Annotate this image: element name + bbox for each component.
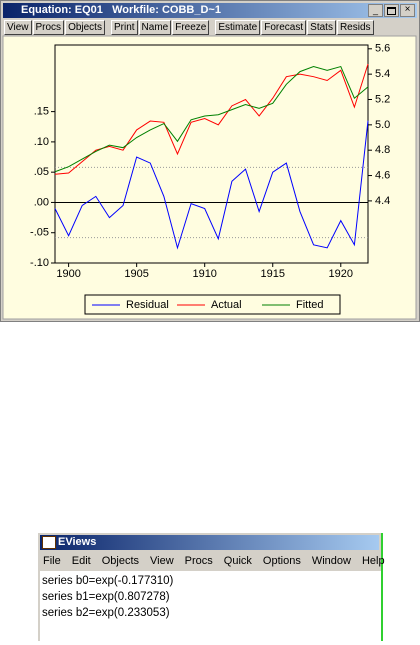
toolbar-button[interactable]: Print (110, 20, 138, 35)
toolbar-button[interactable]: Resids (336, 20, 374, 35)
maximize-button[interactable] (384, 4, 399, 17)
series-line (54, 65, 369, 173)
title-bar: EViews (40, 535, 379, 550)
app-icon (42, 536, 56, 549)
legend-label: Residual (126, 299, 169, 311)
legend-label: Fitted (296, 299, 324, 311)
title-bar: Equation: EQ01 Workfile: COBB_D~1 (3, 3, 417, 18)
y-tick-label: -.10 (30, 257, 49, 269)
legend-label: Actual (211, 299, 242, 311)
series-line (54, 120, 369, 250)
menu-item[interactable]: View (150, 555, 174, 567)
y2-tick-label: 4.6 (375, 169, 390, 181)
x-tick-label: 1910 (192, 268, 216, 280)
window-title: Equation: EQ01 Workfile: COBB_D~1 (21, 4, 221, 16)
toolbar-button[interactable]: Forecast (261, 20, 307, 35)
toolbar-button[interactable]: Procs (32, 20, 65, 35)
menu-item[interactable]: Quick (223, 555, 252, 567)
menu-item[interactable]: Edit (71, 555, 91, 567)
y2-tick-label: 5.2 (375, 93, 390, 105)
chart: -.10 -.05 .00 .05 .10 .15 4.4 4.6 4.8 5.0 5.2 5.4 5.… (2, 35, 417, 320)
plot-frame (54, 44, 369, 264)
menu-bar: File Edit Objects View Procs Quick Options Wind… (38, 555, 385, 567)
toolbar-button[interactable]: Freeze (172, 20, 210, 35)
y2-tick-label: 4.8 (375, 144, 390, 156)
toolbar-button[interactable]: Stats (307, 20, 336, 35)
chart-background (2, 35, 417, 320)
eviews-window: EViews File Edit Objects View Procs Quick Opti… (38, 533, 385, 641)
y-tick-label: .10 (34, 136, 49, 148)
toolbar: View Procs Objects Print Name Freeze Estimate F… (4, 20, 416, 35)
x-tick-label: 1905 (124, 268, 148, 280)
command-line: series b2=exp(0.233053) (42, 607, 170, 619)
y2-tick-label: 5.6 (375, 43, 390, 55)
command-area: series b0=exp(-0.177310) series b1=exp(0.… (40, 571, 381, 641)
menu-item[interactable]: Procs (184, 555, 213, 567)
menu-item[interactable]: Options (262, 555, 301, 567)
window-title: EViews (58, 536, 97, 548)
toolbar-button[interactable]: Estimate (215, 20, 261, 35)
x-tick-label: 1915 (260, 268, 284, 280)
menu-item[interactable]: Help (361, 555, 385, 567)
y-tick-label: .00 (34, 196, 49, 208)
command-line: series b0=exp(-0.177310) (42, 575, 174, 587)
y-tick-label: .05 (34, 166, 49, 178)
x-tick-label: 1900 (56, 268, 80, 280)
y-tick-label: .15 (34, 106, 49, 118)
y2-tick-label: 5.4 (375, 68, 390, 80)
menu-item[interactable]: Window (311, 555, 351, 567)
toolbar-button[interactable]: Objects (65, 20, 105, 35)
menu-item[interactable]: Objects (101, 555, 139, 567)
window-controls: _ × (368, 4, 415, 17)
toolbar-button[interactable]: Name (138, 20, 172, 35)
y2-tick-label: 5.0 (375, 119, 390, 131)
y2-tick-label: 4.4 (375, 195, 390, 207)
command-line: series b1=exp(0.807278) (42, 591, 170, 603)
close-button[interactable]: × (400, 4, 415, 17)
y-tick-label: -.05 (30, 227, 49, 239)
menu-item[interactable]: File (43, 555, 61, 567)
toolbar-button[interactable]: View (4, 20, 32, 35)
minimize-button[interactable]: _ (368, 4, 383, 17)
series-line (54, 63, 369, 175)
x-tick-label: 1920 (329, 268, 353, 280)
legend-box (84, 294, 341, 315)
